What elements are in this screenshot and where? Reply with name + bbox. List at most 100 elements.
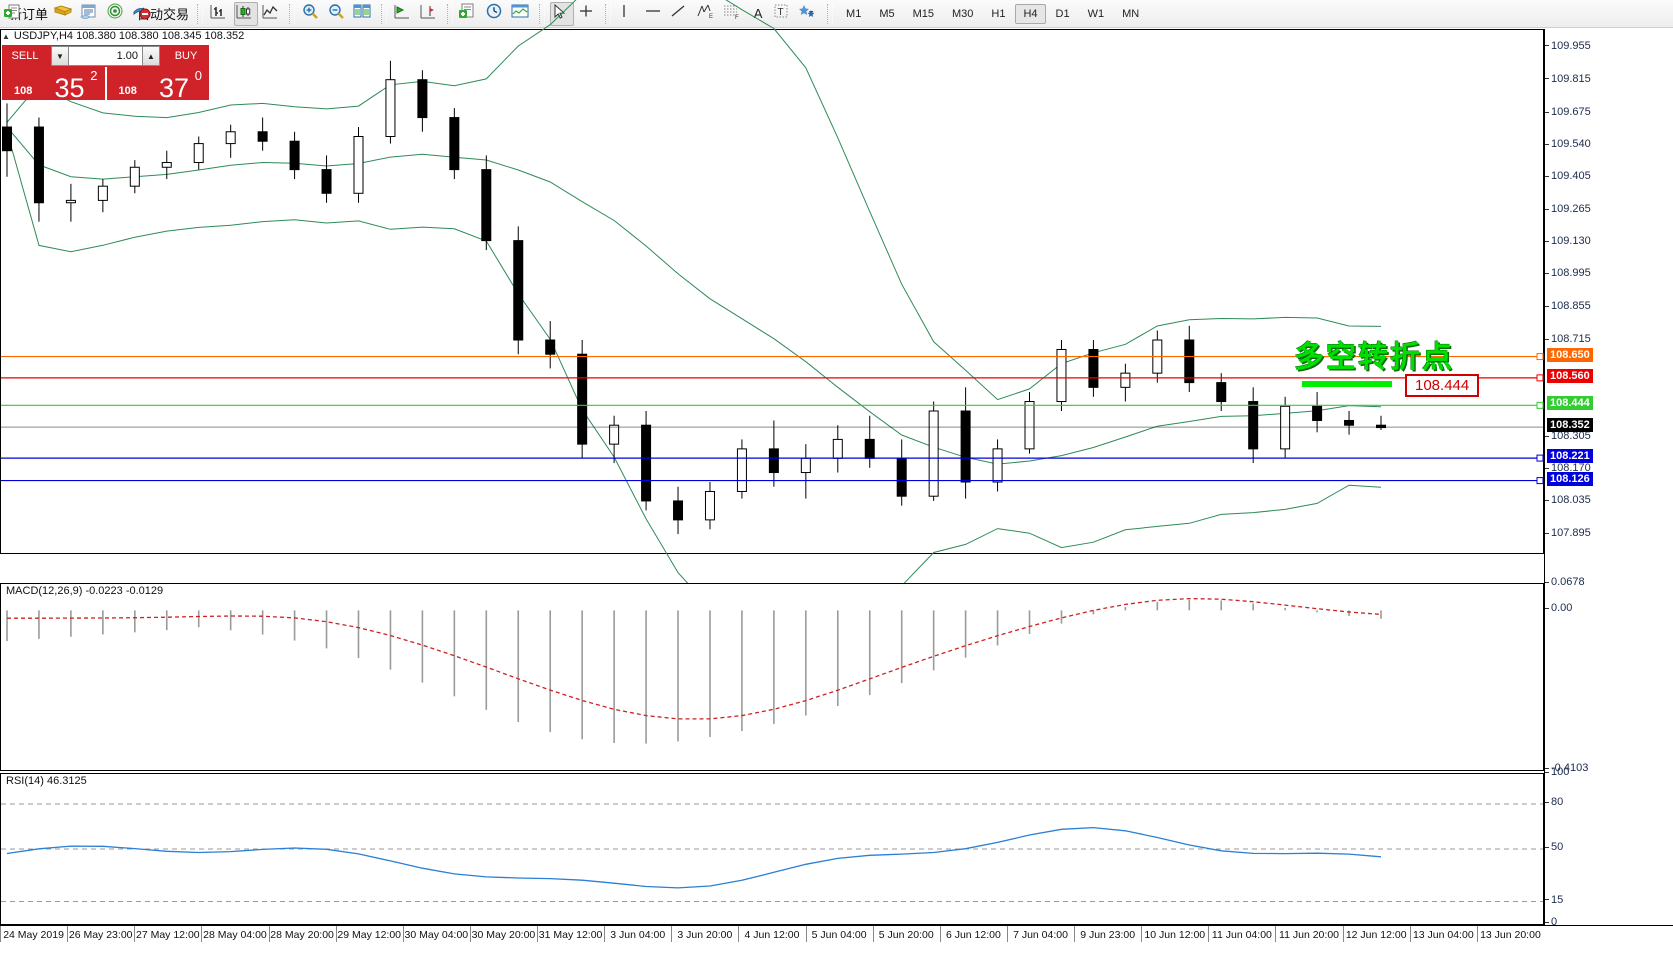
candle-body [321,169,332,194]
price-scale[interactable]: 109.955 109.815 109.675 109.540 109.405 109.2… [1544,29,1673,928]
data-window-button[interactable] [352,2,376,26]
new-chart-button[interactable]: ▼ [458,2,482,26]
vertical-line-button[interactable] [616,2,640,26]
buy-button[interactable]: BUY [163,45,209,67]
volume-control[interactable]: ▼ 1.00 ▲ [48,45,163,67]
price-level-label-108.221[interactable]: 108.221 [1547,449,1593,464]
candle-body [736,448,747,492]
price-level-label-108.444[interactable]: 108.444 [1547,396,1593,411]
time-tick-label: 11 Jun 04:00 [1211,929,1272,941]
text-label-button[interactable]: T [772,2,796,26]
price-level-label-108.560[interactable]: 108.560 [1547,368,1593,383]
time-tick-label: 24 May 2019 [3,929,64,941]
oct-top-row: SELL ▼ 1.00 ▲ BUY [2,45,209,67]
time-tick-separator [335,926,337,942]
turning-point-annotation[interactable]: 多空转折点 [1294,341,1454,374]
candle-body [928,410,939,497]
templates-button[interactable]: ▼ [510,2,534,26]
timeframe-m30[interactable]: M30 [952,7,974,20]
rsi-tick-80: 80 [1545,796,1563,808]
candle-body [1184,339,1195,384]
expert-advisors-button[interactable] [53,2,77,26]
macd-histogram [6,599,1382,744]
time-tick-label: 5 Jun 20:00 [878,929,934,941]
price-level-label-108.352[interactable]: 108.352 [1547,418,1593,433]
price-chart-pane[interactable] [0,0,1544,657]
sell-button[interactable]: SELL [2,45,48,67]
timeframe-h4[interactable]: H4 [1015,3,1046,24]
zoom-out-button[interactable] [326,2,350,26]
line-chart-button[interactable] [260,2,284,26]
toolbar-separator-4 [447,3,454,24]
metaeditor-button[interactable] [79,2,103,26]
elliott-wave-icon: E [697,4,713,20]
sell-price-sup: 2 [90,68,98,83]
text-button[interactable]: A [746,2,770,26]
timeframe-m5[interactable]: M5 [879,7,895,20]
candle-body [1056,348,1067,403]
buy-price-display[interactable]: 108 37 0 [106,67,209,102]
timeframe-m1[interactable]: M1 [846,7,862,20]
collapse-triangle-icon[interactable]: ▲ [2,31,10,41]
price-level-handle-108.126 [1536,477,1544,485]
volume-dropdown-button[interactable]: ▼ [51,46,69,66]
time-tick-separator [469,926,471,942]
timeframe-m15[interactable]: M15 [912,7,934,20]
sell-price-big: 35 [54,73,85,103]
time-tick-separator [1476,926,1478,942]
timeframe-h1[interactable]: H1 [991,7,1006,20]
price-tick-108.855: 108.855 [1545,300,1591,312]
rsi-tick-100: 100 [1545,766,1569,778]
time-tick-label: 13 Jun 20:00 [1480,929,1541,941]
macd-pane[interactable]: MACD(12,26,9) -0.0223 -0.0129 [0,583,1544,771]
candle-body [97,185,108,201]
zoom-in-button[interactable] [300,2,324,26]
horizontal-line-button[interactable] [642,2,666,26]
time-tick-label: 28 May 04:00 [203,929,267,941]
timeframe-mn[interactable]: MN [1122,7,1140,20]
auto-scroll-button[interactable] [418,2,442,26]
time-tick-separator [1006,926,1008,942]
autotrading-button[interactable]: 自动交易 [131,2,192,26]
sell-price-display[interactable]: 108 35 2 [2,67,105,103]
volume-stepper-up-button[interactable]: ▲ [142,46,160,66]
signals-button[interactable] [105,2,129,26]
period-button[interactable]: ▼ [484,2,508,26]
timeframe-w1[interactable]: W1 [1087,7,1105,20]
objects-button[interactable]: ▼ [798,2,822,26]
text-icon: A [753,6,763,21]
svg-text:F: F [735,15,739,21]
time-axis[interactable]: 24 May 2019 26 May 23:00 27 May 12:00 28 Ma… [0,925,1673,953]
chart-shift-button[interactable] [392,2,416,26]
volume-input[interactable]: 1.00 [69,46,142,66]
elliott-wave-button[interactable]: E [694,2,718,26]
trendline-button[interactable] [668,2,692,26]
crosshair-button[interactable] [576,2,600,26]
time-tick-separator [604,926,606,942]
price-callout-box[interactable]: 108.444 [1405,374,1480,397]
green-level-marker[interactable] [1302,381,1392,387]
clock-icon [486,3,502,18]
price-level-label-108.126[interactable]: 108.126 [1547,471,1593,486]
timeframe-d1[interactable]: D1 [1055,7,1070,20]
rsi-pane[interactable]: RSI(14) 46.3125 [0,773,1544,925]
macd-tick-0.0678: 0.0678 [1545,576,1585,588]
zoom-out-icon [329,3,344,19]
macd-chart-svg [6,597,1382,744]
macd-tick--0.4103: -0.4103 [1545,762,1588,774]
candle-body [641,424,652,502]
chart-shift-icon [394,4,410,18]
candle-body [609,424,620,445]
time-tick-separator [0,926,1,942]
new-order-button[interactable]: 新订单 [3,2,51,26]
candlestick-chart-button[interactable] [234,1,259,26]
price-level-handle-108.221 [1536,454,1544,462]
candlestick-icon [236,4,252,18]
price-level-label-108.650[interactable]: 108.650 [1547,347,1593,362]
macd-tick-0.00: 0.00 [1545,602,1572,614]
vertical-line-icon [623,4,625,17]
one-click-trading-panel[interactable]: SELL ▼ 1.00 ▲ BUY 108 35 2 108 37 0 [2,45,209,103]
fibonacci-button[interactable]: F [720,2,744,26]
time-tick-label: 13 Jun 04:00 [1412,929,1474,941]
bar-chart-button[interactable] [208,2,232,26]
